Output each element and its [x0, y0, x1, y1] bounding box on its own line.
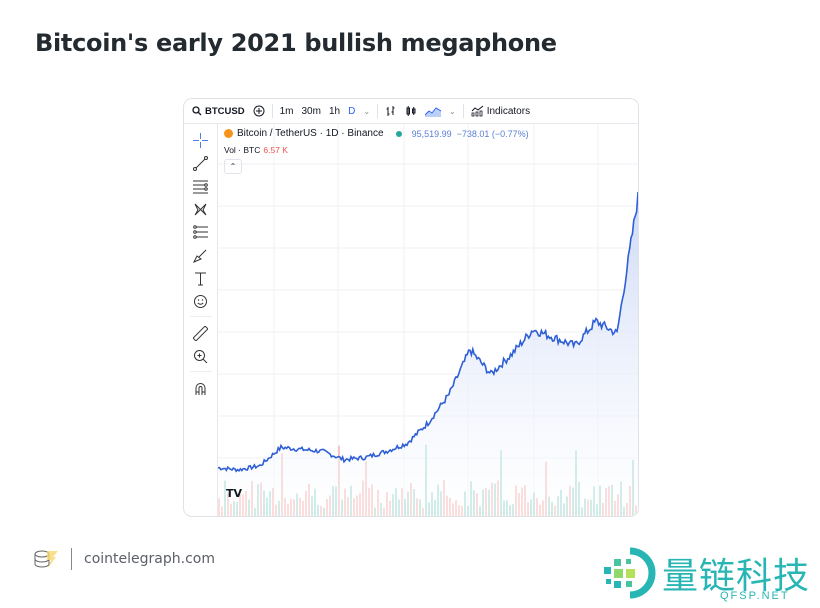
compare-button[interactable]	[249, 99, 269, 123]
emoji-icon[interactable]	[192, 293, 209, 310]
price-change: −738.01 (−0.77%)	[456, 128, 529, 139]
text-icon[interactable]	[192, 270, 209, 287]
watermark: 量链科技 QFSP.NET	[600, 545, 809, 608]
magnet-icon[interactable]	[192, 380, 209, 397]
indicators-button[interactable]: Indicators	[467, 99, 534, 123]
symbol-search[interactable]: BTCUSD	[184, 99, 249, 123]
indicators-icon	[471, 105, 484, 117]
search-icon	[192, 106, 202, 116]
symbol-label: BTCUSD	[205, 105, 245, 117]
bars-icon	[386, 106, 395, 116]
divider	[71, 548, 72, 570]
price-line	[217, 191, 638, 473]
volume-legend: Vol · BTC 6.57 K	[224, 145, 288, 155]
chart-plot	[217, 124, 638, 516]
bars-style-button[interactable]	[381, 99, 401, 123]
brush-icon[interactable]	[192, 247, 209, 264]
interval-d[interactable]: D	[348, 105, 356, 117]
interval-1h[interactable]: 1h	[328, 105, 341, 117]
collapse-legend-button[interactable]: ⌃	[224, 159, 242, 174]
candles-style-button[interactable]	[401, 99, 421, 123]
chart-legend: Bitcoin / TetherUS · 1D · Binance 95,519…	[224, 128, 529, 139]
price-chart[interactable]: Bitcoin / TetherUS · 1D · Binance 95,519…	[217, 124, 638, 516]
fib-icon[interactable]	[192, 224, 209, 241]
tradingview-logo: TV	[226, 487, 243, 500]
site-url: cointelegraph.com	[84, 551, 215, 567]
watermark-en: QFSP.NET	[720, 590, 790, 602]
divider	[190, 371, 212, 372]
divider	[462, 104, 464, 118]
divider	[377, 104, 379, 118]
footer: cointelegraph.com	[33, 548, 215, 570]
watermark-cn: 量链科技	[662, 556, 811, 597]
area-chart-icon	[425, 106, 442, 117]
chart-toolbar: BTCUSD 1m 30m 1h D ⌄ ⌄ Indicators	[184, 99, 638, 124]
market-status-dot	[395, 130, 402, 137]
interval-1m[interactable]: 1m	[279, 105, 294, 117]
horizontal-lines-icon[interactable]	[192, 178, 209, 195]
drawing-toolbar	[184, 124, 218, 516]
last-price: 95,519.99	[411, 128, 452, 139]
plus-circle-icon	[253, 105, 265, 117]
indicators-label: Indicators	[486, 105, 531, 117]
ruler-icon[interactable]	[192, 325, 209, 342]
chart-widget: BTCUSD 1m 30m 1h D ⌄ ⌄ Indicators	[183, 98, 639, 517]
crosshair-icon[interactable]	[192, 132, 209, 149]
cointelegraph-logo-icon	[34, 550, 58, 568]
divider	[190, 316, 212, 317]
candles-icon	[406, 106, 416, 116]
volume-label: Vol · BTC	[224, 145, 261, 155]
pattern-icon[interactable]	[192, 201, 209, 218]
chevron-down-icon[interactable]: ⌄	[363, 106, 371, 116]
volume-value: 6.57 K	[263, 145, 288, 155]
price-area	[218, 191, 638, 516]
area-style-button[interactable]	[421, 99, 445, 123]
chevron-down-icon[interactable]: ⌄	[449, 106, 456, 116]
pair-label: Bitcoin / TetherUS · 1D · Binance	[237, 128, 384, 139]
page-title: Bitcoin's early 2021 bullish megaphone	[35, 29, 557, 57]
bitcoin-icon	[224, 129, 233, 138]
zoom-in-icon[interactable]	[192, 348, 209, 365]
qfsp-logo-icon	[604, 547, 656, 599]
trend-line-icon[interactable]	[192, 155, 209, 172]
divider	[271, 104, 273, 118]
interval-30m[interactable]: 30m	[301, 105, 321, 117]
